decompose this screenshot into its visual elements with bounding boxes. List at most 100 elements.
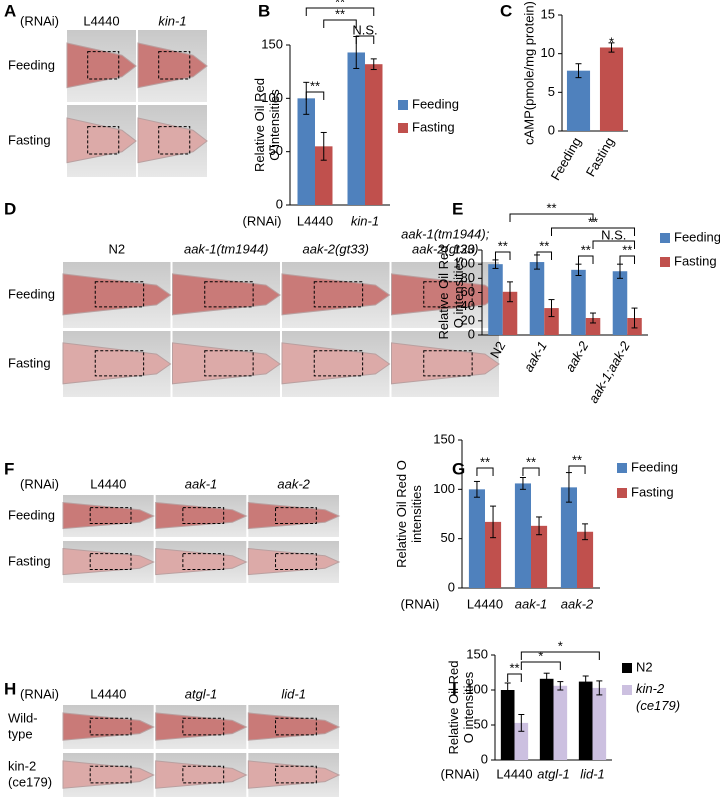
- x-tick-label: aak-1: [521, 339, 550, 375]
- y-tick-label: 0: [448, 579, 455, 594]
- y-tick-label: 150: [261, 36, 283, 51]
- y-tick-label: 40: [461, 298, 475, 313]
- roi-box: [89, 765, 132, 784]
- y-axis-label: Relative Oil Red: [252, 78, 267, 172]
- significance-bracket: [305, 7, 375, 16]
- error-bar: [631, 307, 638, 329]
- panel-letter: C: [500, 1, 512, 20]
- row-label: Feeding: [8, 507, 55, 522]
- column-header: N2: [108, 241, 125, 256]
- row-label: Feeding: [8, 57, 55, 72]
- bar: [566, 70, 591, 131]
- significance-bracket: [509, 213, 594, 222]
- y-axis-label: Relative Oil Red O: [394, 460, 409, 568]
- roi-box: [94, 350, 145, 377]
- significance-label: **: [588, 214, 598, 229]
- y-tick-label: 100: [261, 90, 283, 105]
- bar: [365, 64, 383, 205]
- column-header: L4440: [83, 13, 119, 28]
- legend-swatch: [660, 257, 670, 267]
- significance-bracket: [522, 467, 540, 476]
- bar: [612, 271, 628, 335]
- error-bar: [616, 263, 623, 279]
- y-tick-label: 0: [468, 326, 475, 341]
- significance-label: **: [509, 660, 519, 675]
- panel-letter: I: [452, 679, 457, 698]
- error-bar: [557, 681, 564, 691]
- row-label: Fasting: [8, 132, 51, 147]
- legend-label: Fasting: [674, 253, 717, 268]
- panel-letter: B: [258, 1, 270, 20]
- x-tick-label: L4440: [467, 596, 503, 611]
- y-axis-label: cAMP(pmole/mg protein): [521, 1, 536, 145]
- significance-bracket: [507, 673, 522, 682]
- y-tick-label: 150: [466, 646, 488, 661]
- row-label: Feeding: [8, 286, 55, 301]
- error-bar: [370, 58, 377, 71]
- column-header: lid-1: [281, 686, 306, 701]
- bar: [485, 521, 502, 588]
- y-tick-label: 50: [474, 716, 488, 731]
- legend-label: Feeding: [412, 96, 459, 111]
- error-bar: [596, 680, 603, 696]
- significance-bracket: [355, 35, 375, 44]
- error-bar: [582, 523, 589, 541]
- legend-swatch: [660, 233, 670, 243]
- panel-letter: H: [4, 679, 16, 698]
- significance-bracket: [323, 19, 357, 28]
- bar: [544, 308, 559, 335]
- legend-label: N2: [636, 659, 653, 674]
- significance-label: *: [609, 34, 614, 49]
- significance-bracket: [520, 661, 561, 670]
- y-axis-label: Relative Oil Red: [446, 661, 461, 755]
- significance-label: **: [526, 454, 536, 469]
- roi-box: [182, 553, 225, 571]
- bar: [500, 690, 515, 760]
- roi-box: [204, 350, 254, 377]
- significance-label: **: [546, 200, 556, 215]
- header-prefix: (RNAi): [20, 476, 59, 491]
- significance-label: **: [581, 242, 591, 257]
- column-header: aak-1(tm1944);: [401, 226, 490, 241]
- x-tick-label: atgl-1: [537, 766, 570, 781]
- y-axis-label: O intensities: [451, 256, 466, 328]
- y-axis-label: O intensities: [461, 671, 476, 743]
- error-bar: [519, 476, 526, 490]
- y-tick-label: 150: [433, 431, 455, 446]
- bar: [502, 291, 518, 335]
- significance-label: *: [558, 638, 563, 653]
- y-tick-label: 80: [461, 270, 475, 285]
- row-label: Wild-: [8, 710, 38, 725]
- roi-box: [204, 281, 254, 308]
- bar: [529, 262, 545, 335]
- legend-label: Feeding: [674, 229, 720, 244]
- legend-label: kin-2 (ce179): [636, 681, 680, 713]
- roi-box: [89, 507, 132, 525]
- bar: [468, 489, 485, 588]
- significance-bracket: [551, 227, 636, 236]
- roi-box: [275, 765, 317, 784]
- legend-swatch: [622, 663, 632, 673]
- row-label: Fasting: [8, 355, 51, 370]
- significance-bracket: [619, 255, 636, 264]
- significance-bracket: [536, 251, 553, 260]
- column-header: aak-2(gt33): [412, 241, 478, 256]
- error-bar: [582, 675, 589, 688]
- x-tick-label: kin-1: [351, 213, 379, 228]
- error-bar: [590, 312, 597, 324]
- roi-box: [313, 281, 364, 308]
- legend-label: Fasting: [412, 119, 455, 134]
- y-tick-label: 0: [276, 196, 283, 211]
- y-tick-label: 0: [548, 122, 555, 137]
- y-tick-label: 10: [541, 45, 555, 60]
- header-prefix: (RNAi): [20, 13, 59, 28]
- y-tick-label: 120: [453, 241, 475, 256]
- roi-box: [158, 126, 191, 155]
- legend-swatch: [617, 488, 627, 498]
- significance-label: **: [622, 242, 632, 257]
- error-bar: [575, 263, 582, 276]
- x-tick-label: Feeding: [548, 135, 584, 183]
- error-bar: [490, 505, 497, 539]
- roi-box: [313, 350, 364, 377]
- bar: [599, 47, 624, 132]
